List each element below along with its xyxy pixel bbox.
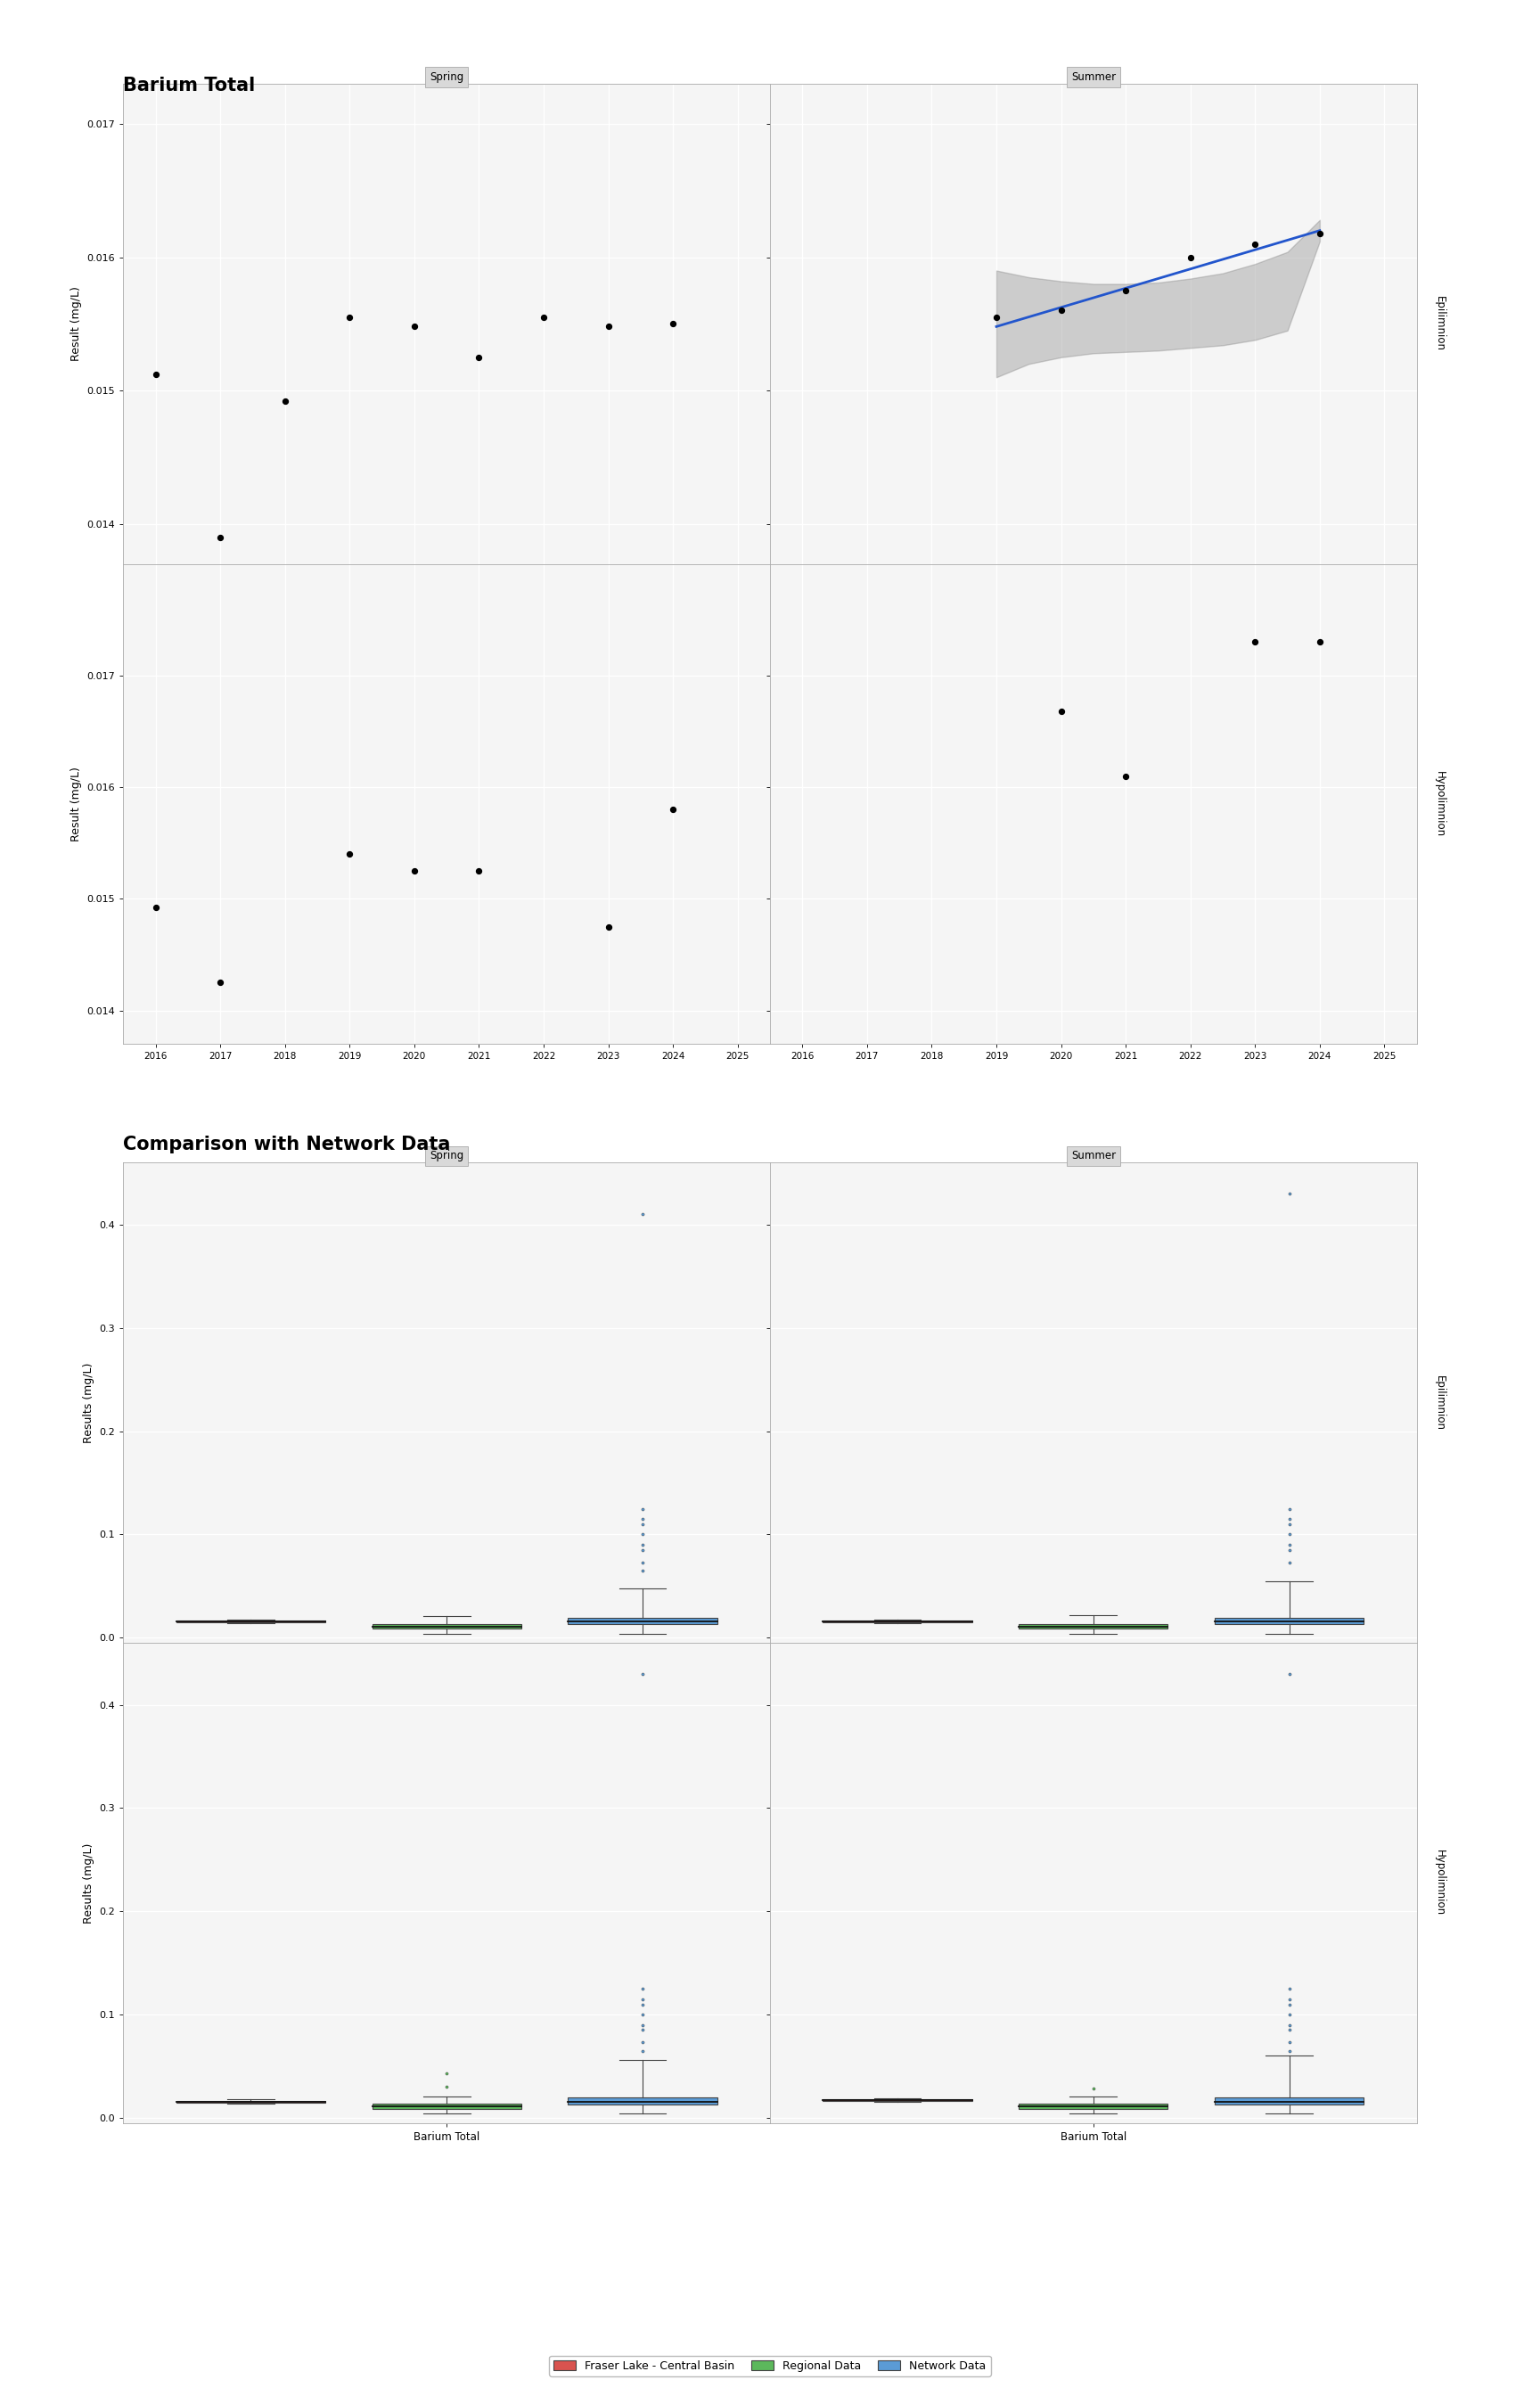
Point <box>337 297 362 335</box>
Point <box>434 2053 459 2092</box>
Point <box>1277 2010 1301 2049</box>
Point <box>1277 1996 1301 2034</box>
Point <box>661 791 685 829</box>
Point <box>467 338 491 376</box>
Point <box>630 1505 654 1543</box>
Point <box>630 1500 654 1538</box>
Point <box>1277 1500 1301 1538</box>
Title: Summer: Summer <box>1070 72 1116 84</box>
Point <box>630 2022 654 2061</box>
Point <box>630 1531 654 1569</box>
Point <box>1178 237 1203 276</box>
Point <box>630 1984 654 2022</box>
Y-axis label: Hypolimnion: Hypolimnion <box>1434 1850 1446 1917</box>
Bar <box>1019 1624 1167 1629</box>
Y-axis label: Epilimnion: Epilimnion <box>1434 1375 1446 1430</box>
Point <box>630 1490 654 1529</box>
Point <box>1081 2070 1106 2108</box>
Title: Summer: Summer <box>1070 1150 1116 1162</box>
Point <box>143 889 168 927</box>
Point <box>1277 1656 1301 1694</box>
Point <box>273 381 297 419</box>
Point <box>1277 1531 1301 1569</box>
Y-axis label: Hypolimnion: Hypolimnion <box>1434 772 1446 836</box>
Point <box>630 1656 654 1694</box>
Point <box>630 1543 654 1581</box>
Point <box>1277 2032 1301 2070</box>
Point <box>1277 1979 1301 2017</box>
Point <box>1277 1543 1301 1581</box>
Point <box>1277 1984 1301 2022</box>
Point <box>630 2005 654 2044</box>
Point <box>630 1970 654 2008</box>
Y-axis label: Result (mg/L): Result (mg/L) <box>71 288 82 362</box>
Point <box>1277 1526 1301 1565</box>
Y-axis label: Result (mg/L): Result (mg/L) <box>71 767 82 841</box>
Bar <box>1019 2104 1167 2108</box>
Title: Spring: Spring <box>430 1150 464 1162</box>
Point <box>467 853 491 891</box>
Bar <box>373 2104 521 2108</box>
Point <box>596 307 621 345</box>
Point <box>531 297 556 335</box>
Point <box>1049 692 1073 731</box>
Text: Comparison with Network Data: Comparison with Network Data <box>123 1136 451 1152</box>
Point <box>630 1979 654 2017</box>
Bar <box>373 1624 521 1629</box>
Point <box>630 1996 654 2034</box>
Point <box>1243 225 1267 264</box>
Point <box>630 2010 654 2049</box>
Point <box>1049 292 1073 331</box>
Bar <box>1215 2096 1364 2106</box>
Point <box>208 518 233 556</box>
Text: Barium Total: Barium Total <box>123 77 256 93</box>
Point <box>630 1553 654 1591</box>
Point <box>143 355 168 393</box>
Point <box>1277 1505 1301 1543</box>
Point <box>630 1514 654 1553</box>
Y-axis label: Results (mg/L): Results (mg/L) <box>83 1363 94 1442</box>
Y-axis label: Results (mg/L): Results (mg/L) <box>83 1843 94 1924</box>
Point <box>1277 2005 1301 2044</box>
Point <box>402 307 427 345</box>
Point <box>630 2032 654 2070</box>
Point <box>1307 623 1332 661</box>
Point <box>434 2068 459 2106</box>
Bar <box>568 2096 718 2106</box>
Bar <box>568 1617 718 1624</box>
Legend: Fraser Lake - Central Basin, Regional Data, Network Data: Fraser Lake - Central Basin, Regional Da… <box>550 2355 990 2377</box>
Point <box>596 908 621 946</box>
Title: Spring: Spring <box>430 72 464 84</box>
Point <box>1277 1514 1301 1553</box>
Point <box>1307 213 1332 252</box>
Point <box>1277 1174 1301 1212</box>
Point <box>630 1526 654 1565</box>
Point <box>984 297 1009 335</box>
Point <box>1243 623 1267 661</box>
Point <box>1113 757 1138 795</box>
Point <box>1277 2022 1301 2061</box>
Y-axis label: Epilimnion: Epilimnion <box>1434 297 1446 352</box>
Point <box>402 853 427 891</box>
Point <box>661 304 685 343</box>
Point <box>1277 1490 1301 1529</box>
Point <box>630 1196 654 1234</box>
Point <box>337 836 362 875</box>
Point <box>1277 1970 1301 2008</box>
Bar <box>1215 1617 1364 1624</box>
Point <box>1113 271 1138 309</box>
Point <box>208 963 233 1002</box>
